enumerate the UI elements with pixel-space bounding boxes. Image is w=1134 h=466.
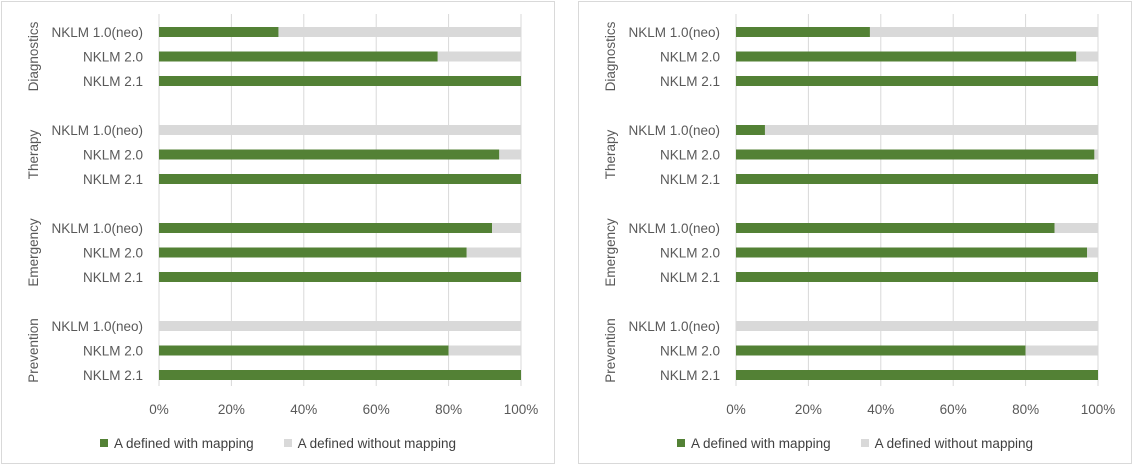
bar-without-mapping (448, 345, 521, 356)
legend-label: A defined without mapping (297, 435, 456, 451)
category-label: NKLM 2.1 (660, 74, 720, 89)
bar-with-mapping (159, 174, 521, 184)
group-label: Therapy (603, 129, 618, 179)
category-label: NKLM 1.0(neo) (51, 319, 143, 334)
bar-without-mapping (278, 27, 521, 37)
bar-with-mapping (159, 370, 521, 380)
bar-without-mapping (1087, 247, 1098, 258)
bar-without-mapping (869, 27, 1098, 37)
x-tick-label: 40% (290, 402, 317, 417)
category-label: NKLM 2.1 (660, 172, 720, 187)
bar-without-mapping (466, 247, 521, 258)
legend-item-with-mapping: A defined with mapping (100, 436, 254, 451)
category-label: NKLM 2.0 (660, 148, 720, 163)
bar-without-mapping (499, 149, 521, 160)
x-tick-label: 100% (504, 402, 539, 417)
bar-with-mapping (736, 223, 1055, 233)
category-label: NKLM 1.0(neo) (628, 221, 720, 236)
legend: A defined with mapping A defined without… (2, 433, 554, 453)
group-label: Emergency (603, 218, 618, 287)
bar-with-mapping (159, 345, 449, 356)
x-tick-label: 0% (726, 402, 746, 417)
legend: A defined with mapping A defined without… (579, 433, 1131, 453)
category-label: NKLM 2.0 (83, 344, 143, 359)
category-label: NKLM 1.0(neo) (51, 123, 143, 138)
category-label: NKLM 2.1 (660, 270, 720, 285)
bar-without-mapping (1094, 149, 1098, 160)
category-label: NKLM 2.0 (660, 344, 720, 359)
bar-with-mapping (159, 27, 279, 37)
chart-panel-right: 0% 20% 40% 60% 80% 100% NKLM 1.0(neo) NKLM 2.0 N… (578, 1, 1132, 464)
category-label: NKLM 1.0(neo) (628, 123, 720, 138)
x-tick-label: 60% (363, 402, 390, 417)
bar-with-mapping (736, 345, 1026, 356)
bar-chart-right: 0% 20% 40% 60% 80% 100% NKLM 1.0(neo) NKLM 2.0 N… (603, 14, 1116, 417)
legend-label: A defined with mapping (114, 435, 254, 451)
category-label: NKLM 2.0 (660, 246, 720, 261)
bar-without-mapping (437, 51, 521, 62)
x-tick-label: 40% (867, 402, 894, 417)
x-tick-label: 80% (1012, 402, 1039, 417)
category-label: NKLM 2.0 (83, 50, 143, 65)
category-label: NKLM 1.0(neo) (628, 25, 720, 40)
group-label: Prevention (26, 318, 41, 383)
legend-item-with-mapping: A defined with mapping (677, 436, 831, 451)
legend-swatch-with-mapping (100, 439, 108, 447)
legend-swatch-without-mapping (860, 439, 869, 447)
x-tick-label: 60% (940, 402, 967, 417)
x-tick-label: 20% (218, 402, 245, 417)
category-label: NKLM 1.0(neo) (628, 319, 720, 334)
category-label: NKLM 2.1 (83, 74, 143, 89)
bar-without-mapping (736, 321, 1098, 331)
legend-swatch-without-mapping (283, 439, 292, 447)
legend-swatch-with-mapping (677, 439, 685, 447)
bar-with-mapping (159, 247, 467, 258)
category-label: NKLM 2.0 (83, 246, 143, 261)
bar-with-mapping (736, 247, 1088, 258)
bar-with-mapping (736, 174, 1098, 184)
group-label: Emergency (26, 218, 41, 287)
bar-with-mapping (736, 370, 1098, 380)
x-tick-label: 100% (1081, 402, 1116, 417)
bar-with-mapping (736, 76, 1098, 86)
category-label: NKLM 2.0 (83, 148, 143, 163)
chart-panel-left: 0% 20% 40% 60% 80% 100% NKLM 1.0(neo) NKLM 2.0 N… (1, 1, 555, 464)
bar-without-mapping (159, 321, 521, 331)
bar-with-mapping (736, 149, 1095, 160)
bar-without-mapping (159, 125, 521, 135)
group-label: Diagnostics (603, 21, 618, 91)
category-label: NKLM 2.1 (83, 172, 143, 187)
x-tick-label: 80% (435, 402, 462, 417)
bar-with-mapping (736, 125, 765, 135)
category-label: NKLM 2.0 (660, 50, 720, 65)
group-label: Prevention (603, 318, 618, 383)
category-label: NKLM 1.0(neo) (51, 221, 143, 236)
bar-without-mapping (1025, 345, 1098, 356)
bar-with-mapping (159, 272, 521, 282)
x-tick-label: 20% (795, 402, 822, 417)
legend-item-without-mapping: A defined without mapping (283, 435, 456, 451)
category-label: NKLM 1.0(neo) (51, 25, 143, 40)
bar-without-mapping (492, 223, 521, 233)
x-tick-label: 0% (149, 402, 169, 417)
bar-with-mapping (736, 27, 870, 37)
bar-without-mapping (764, 125, 1098, 135)
bar-with-mapping (159, 76, 521, 86)
group-label: Diagnostics (26, 21, 41, 91)
bar-with-mapping (159, 51, 438, 62)
bar-with-mapping (736, 272, 1098, 282)
legend-item-without-mapping: A defined without mapping (860, 435, 1033, 451)
bar-with-mapping (159, 149, 500, 160)
bar-without-mapping (1076, 51, 1098, 62)
bar-with-mapping (159, 223, 493, 233)
bar-chart-left: 0% 20% 40% 60% 80% 100% NKLM 1.0(neo) NKLM 2.0 N… (26, 14, 539, 417)
group-label: Therapy (26, 129, 41, 179)
bar-with-mapping (736, 51, 1077, 62)
legend-label: A defined with mapping (691, 435, 831, 451)
bar-without-mapping (1054, 223, 1098, 233)
category-label: NKLM 2.1 (660, 368, 720, 383)
category-label: NKLM 2.1 (83, 368, 143, 383)
category-label: NKLM 2.1 (83, 270, 143, 285)
legend-label: A defined without mapping (874, 435, 1033, 451)
